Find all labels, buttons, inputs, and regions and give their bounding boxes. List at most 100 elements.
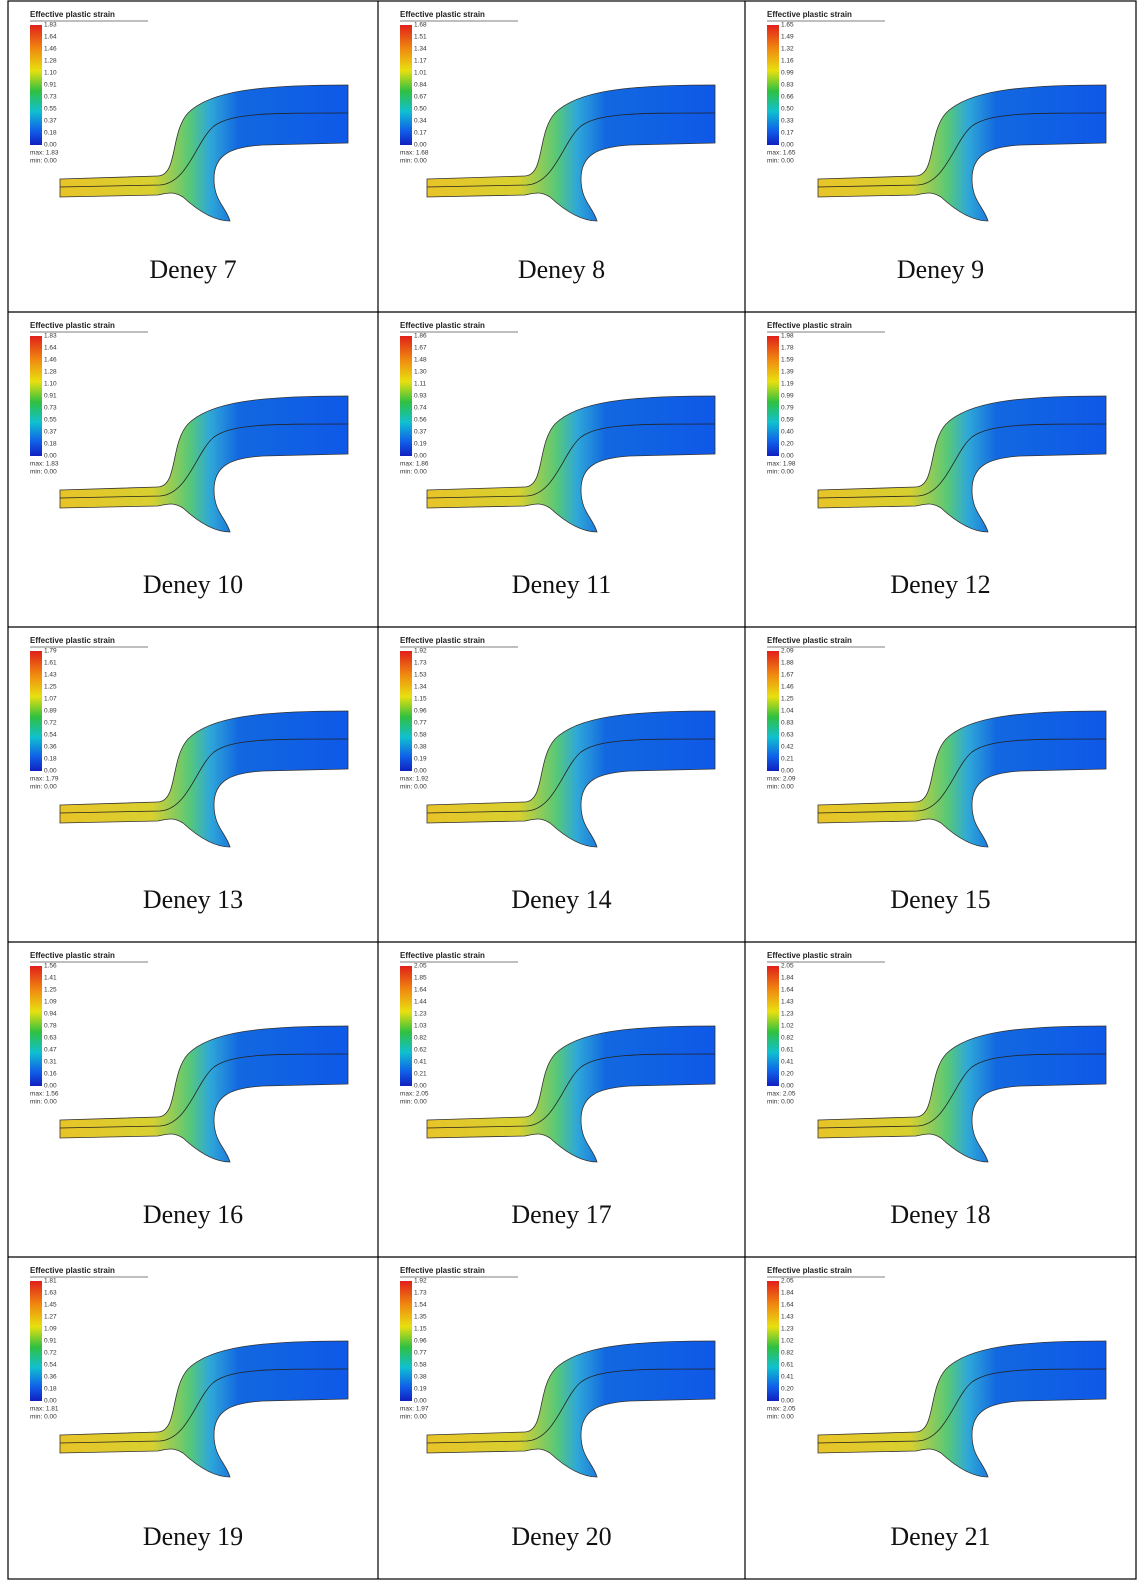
- color-bar: [767, 336, 779, 456]
- legend-tick: 0.55: [44, 417, 57, 424]
- legend-min: min: 0.00: [400, 1414, 427, 1421]
- legend-tick: 0.79: [781, 405, 794, 412]
- legend-tick: 0.00: [414, 768, 427, 775]
- part-shape: [817, 1025, 1107, 1163]
- legend-tick: 0.00: [414, 142, 427, 149]
- legend-tick: 0.61: [781, 1047, 794, 1054]
- legend-tick: 0.00: [781, 768, 794, 775]
- legend-tick: 0.59: [781, 417, 794, 424]
- cell: Effective plastic strain 1.68 1.51 1.34 1.17…: [400, 10, 716, 284]
- legend-tick: 1.88: [781, 660, 794, 667]
- legend-tick: 0.58: [414, 1362, 427, 1369]
- legend-min: min: 0.00: [767, 469, 794, 476]
- legend-tick: 1.17: [414, 58, 427, 65]
- legend-tick: 0.61: [781, 1362, 794, 1369]
- legend-tick: 1.25: [44, 987, 57, 994]
- legend-tick: 1.02: [781, 1338, 794, 1345]
- legend-tick: 1.56: [44, 963, 57, 970]
- legend-tick: 1.51: [414, 34, 427, 41]
- legend-title: Effective plastic strain: [30, 10, 115, 19]
- legend-tick: 1.73: [414, 660, 427, 667]
- caption: Deney 13: [143, 885, 243, 914]
- caption: Deney 7: [149, 255, 236, 284]
- part-interface: [426, 112, 716, 188]
- legend-tick: 1.67: [414, 345, 427, 352]
- legend-tick: 0.33: [781, 118, 794, 125]
- legend-tick: 0.20: [781, 1386, 794, 1393]
- legend-tick: 0.78: [44, 1023, 57, 1030]
- legend-max: max: 2.05: [400, 1091, 429, 1098]
- legend-tick: 0.84: [414, 82, 427, 89]
- legend-tick: 0.19: [414, 1386, 427, 1393]
- part-shape: [59, 84, 349, 222]
- legend-min: min: 0.00: [30, 158, 57, 165]
- part-shape: [426, 1340, 716, 1478]
- part: [817, 395, 1107, 533]
- part: [817, 1025, 1107, 1163]
- legend-tick: 1.46: [44, 46, 57, 53]
- caption: Deney 14: [511, 885, 611, 914]
- legend-tick: 0.82: [414, 1035, 427, 1042]
- legend-tick: 0.00: [781, 142, 794, 149]
- legend-tick: 1.23: [781, 1326, 794, 1333]
- caption: Deney 19: [143, 1522, 243, 1551]
- legend-tick: 0.96: [414, 708, 427, 715]
- color-bar: [400, 651, 412, 771]
- part: [426, 1025, 716, 1163]
- legend-tick: 0.73: [44, 94, 57, 101]
- legend-tick: 1.98: [781, 333, 794, 340]
- part-interface: [59, 1368, 349, 1444]
- legend-tick: 0.41: [414, 1059, 427, 1066]
- legend-tick: 1.84: [781, 975, 794, 982]
- legend-tick: 0.73: [44, 405, 57, 412]
- legend-tick: 0.94: [44, 1011, 57, 1018]
- legend-title: Effective plastic strain: [767, 10, 852, 19]
- part-shape: [426, 84, 716, 222]
- legend-title: Effective plastic strain: [400, 321, 485, 330]
- legend-min: min: 0.00: [767, 158, 794, 165]
- legend-max: max: 1.97: [400, 1406, 429, 1413]
- part-shape: [426, 1025, 716, 1163]
- legend-tick: 0.21: [414, 1071, 427, 1078]
- legend-tick: 0.40: [781, 429, 794, 436]
- legend-tick: 1.35: [414, 1314, 427, 1321]
- legend-tick: 0.50: [414, 106, 427, 113]
- cell: Effective plastic strain 1.92 1.73 1.53 1.34…: [400, 636, 716, 914]
- caption: Deney 17: [511, 1200, 611, 1229]
- legend-max: max: 1.83: [30, 150, 59, 157]
- legend-tick: 1.15: [414, 696, 427, 703]
- legend-tick: 0.67: [414, 94, 427, 101]
- part-shape: [817, 710, 1107, 848]
- legend-tick: 1.53: [414, 672, 427, 679]
- legend-tick: 0.58: [414, 732, 427, 739]
- legend-tick: 1.28: [44, 58, 57, 65]
- cell: Effective plastic strain 1.83 1.64 1.46 1.28…: [30, 10, 349, 284]
- legend-tick: 0.18: [44, 441, 57, 448]
- legend-tick: 0.21: [781, 756, 794, 763]
- legend-max: max: 2.09: [767, 776, 796, 783]
- part: [59, 1025, 349, 1163]
- part-interface: [59, 112, 349, 188]
- legend-tick: 0.20: [781, 1071, 794, 1078]
- legend-max: max: 1.86: [400, 461, 429, 468]
- legend-min: min: 0.00: [30, 784, 57, 791]
- legend-tick: 0.00: [781, 1398, 794, 1405]
- legend-tick: 1.45: [44, 1302, 57, 1309]
- cell: Effective plastic strain 1.81 1.63 1.45 1.27…: [30, 1266, 349, 1551]
- legend-title: Effective plastic strain: [767, 636, 852, 645]
- cell: Effective plastic strain 1.92 1.73 1.54 1.35…: [400, 1266, 716, 1551]
- part-shape: [817, 395, 1107, 533]
- part-interface: [426, 1368, 716, 1444]
- legend-tick: 0.36: [44, 1374, 57, 1381]
- legend-tick: 1.27: [44, 1314, 57, 1321]
- color-bar: [30, 651, 42, 771]
- legend-tick: 2.09: [781, 648, 794, 655]
- legend-tick: 0.16: [44, 1071, 57, 1078]
- legend-tick: 0.82: [781, 1035, 794, 1042]
- legend-tick: 1.64: [414, 987, 427, 994]
- legend-title: Effective plastic strain: [767, 951, 852, 960]
- legend-tick: 1.84: [781, 1290, 794, 1297]
- legend-tick: 1.23: [414, 1011, 427, 1018]
- cell: Effective plastic strain 2.05 1.84 1.64 1.43…: [767, 951, 1107, 1229]
